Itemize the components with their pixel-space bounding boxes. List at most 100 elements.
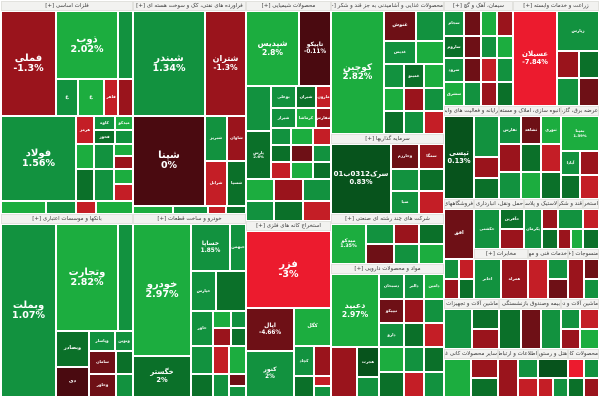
stock-cell[interactable] bbox=[404, 323, 424, 347]
stock-cell[interactable] bbox=[173, 206, 208, 214]
stock-cell[interactable] bbox=[424, 372, 444, 397]
stock-cell-دارو[interactable]: دارو bbox=[379, 323, 404, 347]
stock-cell-کوچین[interactable]: کوچین 2.82% bbox=[331, 11, 384, 134]
sector-header-oil-products[interactable]: فراورده های نفتی، کک و سوخت هسته ای [+] bbox=[133, 1, 246, 11]
stock-cell-شفارس[interactable]: شفارس bbox=[316, 108, 331, 128]
stock-cell[interactable] bbox=[246, 86, 271, 131]
stock-cell[interactable] bbox=[394, 244, 419, 264]
stock-cell[interactable] bbox=[419, 224, 444, 244]
stock-cell[interactable] bbox=[391, 169, 419, 191]
sector-header-metal-mining[interactable]: استخراج کانه های فلزی [+] bbox=[246, 221, 331, 231]
stock-cell[interactable] bbox=[481, 58, 497, 82]
stock-cell[interactable] bbox=[580, 309, 599, 329]
sector-header-cement[interactable]: سیمان، آهک و گچ [+] bbox=[444, 1, 513, 11]
stock-cell-ثفارس[interactable]: ثفارس bbox=[499, 116, 521, 144]
sector-header-hotels[interactable]: هتل و رستوران [+] bbox=[538, 349, 568, 359]
stock-cell-میدکو[interactable]: میدکو bbox=[115, 116, 133, 130]
stock-cell-ثشاهد[interactable]: ثشاهد bbox=[521, 116, 541, 144]
stock-cell-اپال[interactable]: اپال -4.66% bbox=[246, 308, 294, 351]
stock-cell[interactable] bbox=[291, 145, 313, 162]
stock-cell-هجرت[interactable]: هجرت bbox=[357, 347, 379, 377]
stock-cell[interactable] bbox=[94, 169, 114, 201]
stock-cell-ع[interactable]: ع bbox=[56, 79, 78, 116]
stock-cell-زپارس[interactable]: زپارس bbox=[557, 11, 599, 51]
stock-cell[interactable] bbox=[118, 79, 133, 116]
sector-header-banks[interactable]: بانکها و موسسات اعتباری [+] bbox=[1, 214, 133, 224]
stock-cell[interactable] bbox=[379, 347, 404, 372]
stock-cell[interactable] bbox=[366, 224, 394, 244]
stock-cell[interactable] bbox=[464, 82, 481, 106]
stock-cell-تیپیکو[interactable]: تیپیکو bbox=[379, 299, 404, 323]
stock-cell[interactable] bbox=[384, 111, 404, 134]
stock-cell[interactable] bbox=[499, 144, 521, 172]
stock-cell[interactable] bbox=[114, 156, 133, 169]
stock-cell[interactable] bbox=[500, 229, 524, 249]
stock-cell-غدیس[interactable]: غدیس bbox=[384, 41, 416, 64]
stock-cell-دالبر[interactable]: دالبر bbox=[404, 274, 424, 299]
stock-cell[interactable] bbox=[271, 128, 291, 145]
stock-cell[interactable] bbox=[584, 259, 599, 279]
stock-cell[interactable] bbox=[404, 299, 424, 323]
stock-cell[interactable] bbox=[404, 372, 424, 397]
stock-cell[interactable] bbox=[444, 359, 471, 397]
stock-cell[interactable] bbox=[548, 259, 568, 279]
sector-header-other-mining[interactable]: استخراج سایر معادن [+] bbox=[583, 199, 599, 209]
sector-header-food[interactable]: محصولات غذایی و آشامیدنی به جز قند و شکر… bbox=[331, 1, 444, 11]
stock-cell[interactable] bbox=[498, 359, 518, 397]
stock-cell[interactable] bbox=[419, 191, 444, 214]
stock-cell[interactable] bbox=[1, 201, 46, 214]
stock-cell[interactable] bbox=[481, 82, 497, 106]
stock-cell[interactable] bbox=[419, 244, 444, 264]
stock-cell-وبملت[interactable]: وبملت 1.07% bbox=[1, 224, 56, 397]
sector-header-real-estate[interactable]: انبوه سازی، املاک و مستغلات [+] bbox=[499, 106, 561, 116]
stock-cell-ع[interactable]: ع bbox=[78, 79, 104, 116]
stock-cell-فاهر[interactable]: فاهر bbox=[104, 79, 118, 116]
stock-cell[interactable] bbox=[464, 36, 481, 58]
stock-cell-شسپا[interactable]: شسپا bbox=[227, 161, 246, 206]
stock-cell[interactable] bbox=[213, 346, 229, 374]
stock-cell[interactable] bbox=[303, 179, 331, 201]
stock-cell[interactable] bbox=[580, 175, 599, 199]
stock-cell-کگل[interactable]: کگل bbox=[294, 308, 331, 346]
stock-cell[interactable] bbox=[521, 144, 541, 172]
stock-cell[interactable] bbox=[424, 64, 444, 88]
stock-cell-شیراز[interactable]: شیراز bbox=[271, 108, 296, 128]
stock-cell[interactable] bbox=[561, 309, 580, 329]
stock-cell[interactable] bbox=[229, 386, 246, 397]
stock-cell[interactable] bbox=[114, 144, 133, 156]
stock-cell[interactable] bbox=[313, 128, 331, 145]
stock-cell[interactable] bbox=[474, 157, 499, 178]
sector-header-investments[interactable]: سرمایه گذاریها [+] bbox=[331, 134, 444, 144]
stock-cell[interactable] bbox=[314, 346, 331, 376]
stock-cell[interactable] bbox=[518, 359, 538, 378]
stock-cell-کرماشا[interactable]: کرماشا bbox=[296, 108, 316, 128]
sector-header-auto[interactable]: خودرو و ساخت قطعات [+] bbox=[133, 214, 246, 224]
stock-cell[interactable] bbox=[548, 279, 568, 299]
stock-cell-خاور[interactable]: خاور bbox=[191, 311, 213, 346]
sector-header-electricity[interactable]: عرضه برق، گاز، بخار و آب گرم [+] bbox=[561, 106, 599, 116]
stock-cell-خگستر[interactable]: خگستر 2% bbox=[133, 356, 191, 397]
stock-cell[interactable] bbox=[459, 279, 474, 299]
stock-cell[interactable] bbox=[229, 346, 246, 374]
stock-cell[interactable] bbox=[118, 11, 133, 79]
stock-cell-صبا[interactable]: صبا bbox=[391, 191, 419, 214]
stock-cell[interactable] bbox=[474, 178, 499, 199]
stock-cell[interactable] bbox=[542, 229, 558, 249]
stock-cell[interactable] bbox=[331, 347, 357, 397]
stock-cell-شرانل[interactable]: شرانل bbox=[205, 161, 227, 206]
sector-header-technical-services[interactable]: خدمات فنی و مهندسی [+] bbox=[528, 249, 568, 259]
stock-cell-شتران[interactable]: شتران -1.3% bbox=[205, 11, 246, 116]
stock-cell[interactable] bbox=[579, 51, 599, 78]
stock-cell-تپسی[interactable]: تپسی 0.13% bbox=[444, 116, 474, 199]
stock-cell[interactable] bbox=[357, 377, 379, 397]
stock-cell[interactable] bbox=[274, 201, 303, 221]
stock-cell-حکشتی[interactable]: حکشتی bbox=[474, 209, 500, 249]
sector-header-transport[interactable]: حمل ونقل، انبارداری و ارتباطات [+] bbox=[474, 199, 524, 209]
stock-cell[interactable] bbox=[497, 82, 513, 106]
stock-cell-حآفرین[interactable]: حآفرین bbox=[500, 209, 524, 229]
stock-cell[interactable] bbox=[213, 328, 231, 346]
stock-cell[interactable] bbox=[557, 51, 579, 78]
stock-cell-سرود[interactable]: سرود bbox=[444, 58, 464, 82]
sector-header-conglomerates[interactable]: شرکت های چند رشته ای صنعتی [+] bbox=[331, 214, 444, 224]
sector-header-agriculture[interactable]: زراعت و خدمات وابسته [+] bbox=[513, 1, 599, 11]
